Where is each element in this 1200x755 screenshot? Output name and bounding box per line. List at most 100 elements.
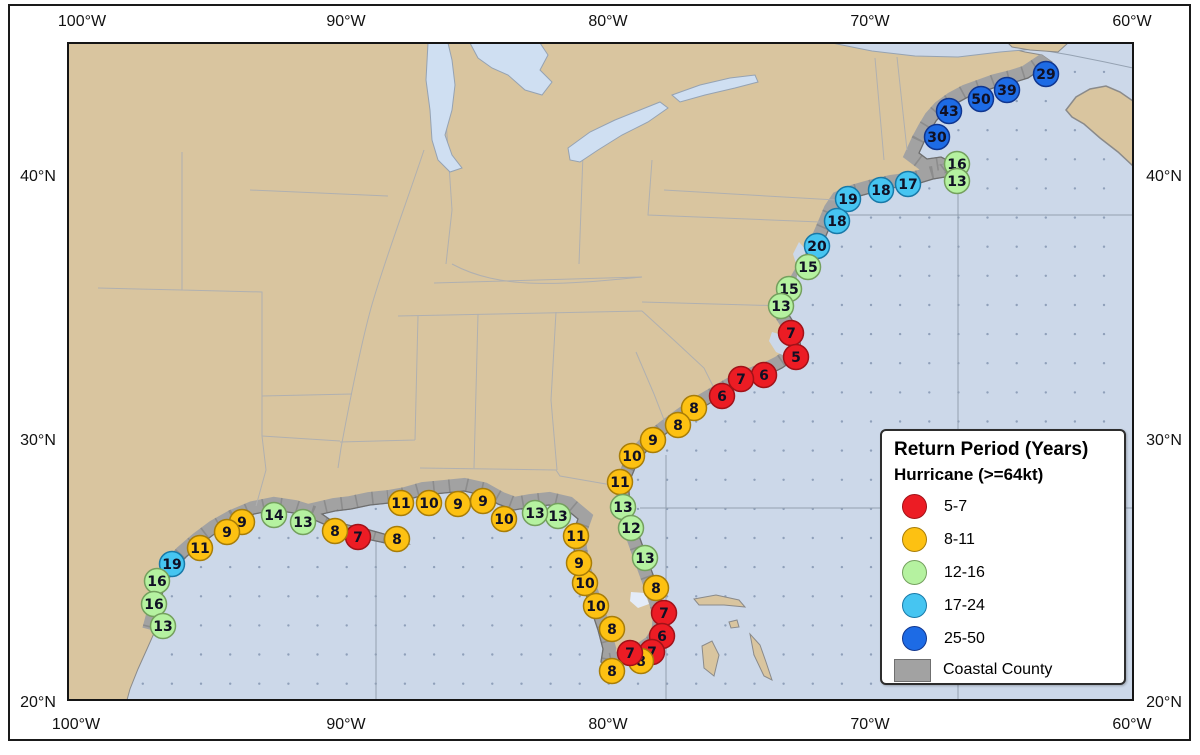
svg-text:10: 10 [419,496,439,512]
svg-text:10: 10 [494,512,514,528]
return-period-marker: 9 [639,426,667,454]
svg-text:9: 9 [648,433,658,449]
axis-tick-label: 60°W [1112,716,1152,733]
return-period-marker: 16 [143,567,171,595]
return-period-marker: 8 [642,574,670,602]
svg-text:10: 10 [622,449,642,465]
axis-tick-label: 80°W [588,13,628,30]
return-period-marker: 9 [565,549,593,577]
svg-text:7: 7 [647,645,657,661]
legend-item-label: 17-24 [944,596,985,614]
return-period-marker: 13 [521,499,549,527]
svg-text:43: 43 [939,104,958,120]
coastal-county-swatch [894,658,931,682]
legend-item-5-7: 5-7 [894,490,1114,523]
legend-title: Return Period (Years) [894,439,1089,460]
svg-text:17: 17 [898,177,917,193]
andros-island [701,640,720,677]
return-period-marker: 8 [598,615,626,643]
svg-text:9: 9 [574,556,584,572]
legend-item-25-50: 25-50 [894,622,1114,655]
svg-text:8: 8 [330,524,340,540]
map-legend: Return Period (Years) Hurricane (>=64kt)… [880,429,1126,685]
axis-tick-label: 40°N [1146,168,1182,185]
svg-text:19: 19 [838,192,857,208]
return-period-marker: 11 [186,534,214,562]
lake-pontchartrain [342,513,370,525]
return-period-marker: 19 [158,550,186,578]
svg-text:11: 11 [566,529,585,545]
svg-text:13: 13 [613,500,632,516]
svg-text:9: 9 [478,494,488,510]
svg-text:16: 16 [147,574,166,590]
svg-text:13: 13 [153,619,172,635]
return-period-marker: 10 [490,505,518,533]
svg-text:11: 11 [610,475,629,491]
return-period-marker: 7 [777,319,805,347]
return-period-marker: 5 [782,343,810,371]
return-period-marker: 13 [149,612,177,640]
return-period-marker: 6 [708,382,736,410]
axis-tick-label: 100°W [51,716,101,733]
return-period-marker: 7 [650,599,678,627]
svg-text:12: 12 [621,521,640,537]
return-period-marker: 8 [598,657,626,685]
legend-item-label: 12-16 [944,563,985,581]
svg-text:8: 8 [636,654,646,670]
axis-tick-label: 20°N [20,694,56,711]
return-period-marker: 39 [993,76,1021,104]
svg-text:6: 6 [717,389,727,405]
return-period-marker: 18 [867,176,895,204]
return-period-marker: 8 [664,411,692,439]
return-period-marker: 13 [544,502,572,530]
legend-swatch-icon [902,626,927,651]
st-lawrence-north-shore [1007,43,1069,53]
return-period-markers: 2939504330161317181918201515137567688910… [140,60,1060,685]
svg-text:18: 18 [871,183,890,199]
return-period-marker: 7 [344,523,372,551]
return-period-marker: 13 [767,292,795,320]
new-providence [728,619,740,629]
return-period-marker: 13 [631,544,659,572]
lake-ontario [671,74,759,103]
state-boundaries [97,56,908,507]
eleuthera-island [749,632,773,681]
svg-text:8: 8 [689,401,699,417]
svg-text:10: 10 [586,599,606,615]
legend-swatch-icon [902,527,927,552]
svg-text:9: 9 [222,525,232,541]
svg-text:5: 5 [791,350,801,366]
return-period-marker: 10 [582,592,610,620]
svg-text:6: 6 [657,629,667,645]
axis-tick-label: 20°N [1146,694,1182,711]
grand-bahama [693,594,747,608]
svg-text:10: 10 [575,576,595,592]
return-period-marker: 13 [289,508,317,536]
svg-text:11: 11 [190,541,209,557]
svg-text:15: 15 [798,260,817,276]
svg-text:13: 13 [548,509,567,525]
return-period-marker: 7 [616,639,644,667]
axis-tick-label: 40°N [20,168,56,185]
svg-text:7: 7 [786,326,796,342]
svg-text:13: 13 [771,299,790,315]
axis-tick-label: 100°W [57,13,107,30]
svg-text:8: 8 [651,581,661,597]
axis-tick-label: 30°N [20,432,56,449]
return-period-marker: 30 [923,123,951,151]
legend-item-8-11: 8-11 [894,523,1114,556]
svg-text:14: 14 [264,508,284,524]
svg-text:7: 7 [353,530,363,546]
svg-text:13: 13 [947,174,966,190]
svg-text:7: 7 [736,372,746,388]
svg-text:13: 13 [525,506,544,522]
return-period-marker: 29 [1032,60,1060,88]
return-period-marker: 11 [387,489,415,517]
return-period-marker: 8 [680,394,708,422]
legend-item-label: 8-11 [944,530,975,548]
return-period-marker: 16 [140,590,168,618]
lake-huron [469,43,553,96]
legend-subtitle: Hurricane (>=64kt) [894,465,1044,484]
axis-tick-label: 80°W [588,716,628,733]
svg-text:7: 7 [659,606,669,622]
